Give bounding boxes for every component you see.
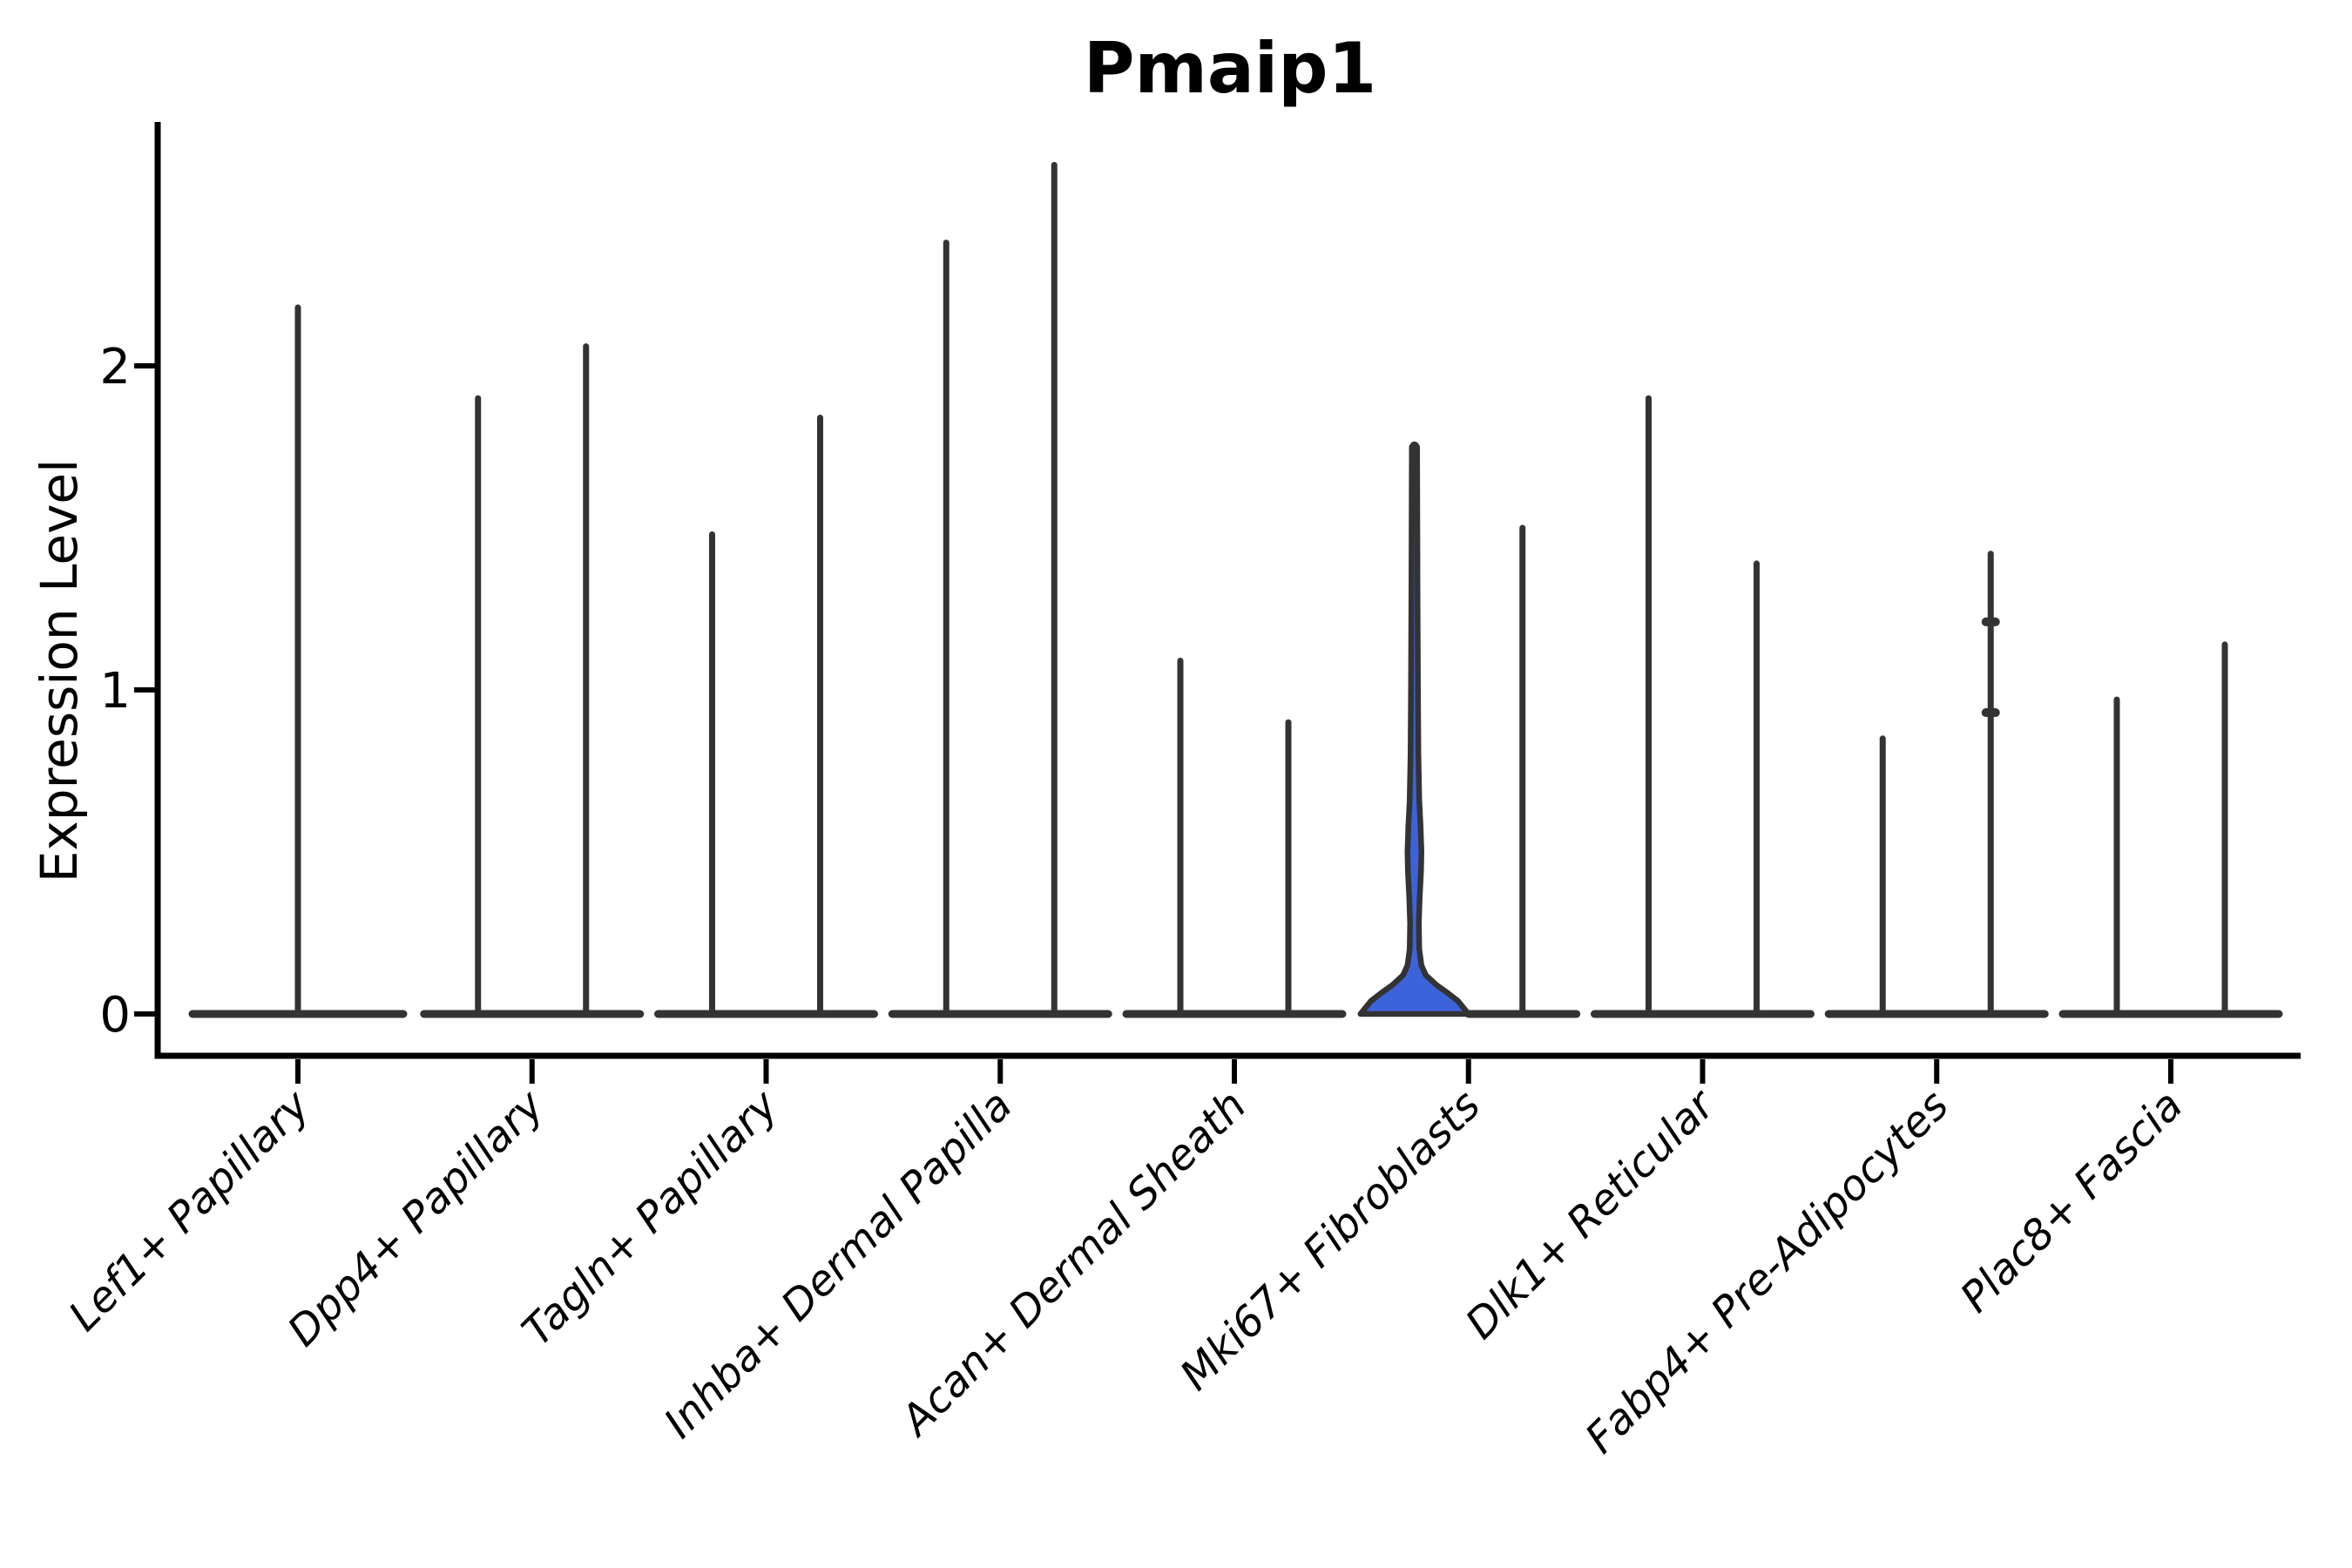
y-tick-label: 2	[99, 339, 131, 395]
y-axis-label: Expression Level	[30, 459, 89, 882]
x-tick-label: Lef1+ Papillary	[59, 1080, 320, 1341]
plot-title: Pmaip1	[1084, 28, 1376, 109]
x-tick-label: Dpp4+ Papillary	[279, 1080, 554, 1355]
y-tick-label: 1	[99, 663, 131, 720]
highlighted-violin	[1357, 441, 1471, 1017]
x-tick-label: Tagln+ Papillary	[513, 1080, 788, 1355]
x-tick-label: Plac8+ Fascia	[1951, 1081, 2193, 1322]
y-tick-label: 0	[99, 987, 131, 1044]
x-tick-label: Dlk1+ Reticular	[1456, 1079, 1727, 1349]
